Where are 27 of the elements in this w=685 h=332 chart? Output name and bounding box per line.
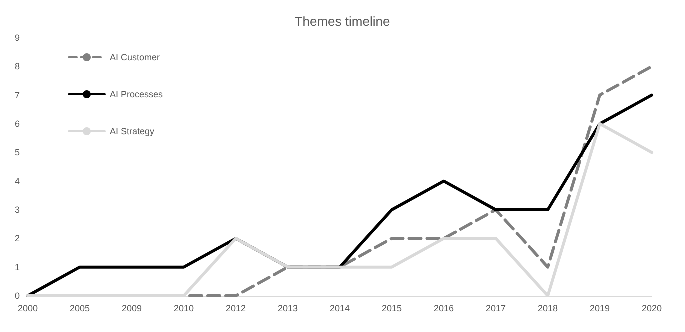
y-tick-label: 8: [14, 62, 20, 72]
chart-title: Themes timeline: [294, 14, 390, 29]
x-tick-label: 2019: [590, 304, 610, 314]
x-tick-label: 2009: [122, 304, 142, 314]
y-tick-label: 2: [14, 234, 20, 244]
y-tick-label: 3: [14, 205, 20, 215]
x-tick-label: 2013: [278, 304, 298, 314]
y-tick-label: 6: [14, 119, 20, 129]
x-tick-label: 2005: [70, 304, 90, 314]
x-tick-label: 2020: [642, 304, 662, 314]
y-tick-label: 0: [14, 291, 20, 301]
x-tick-label: 2018: [538, 304, 558, 314]
legend-label: AI Strategy: [110, 126, 156, 136]
x-tick-label: 2010: [174, 304, 194, 314]
y-tick-label: 4: [14, 176, 20, 186]
x-tick-label: 2012: [226, 304, 246, 314]
legend-label: AI Processes: [110, 90, 164, 100]
y-tick-label: 7: [14, 90, 20, 100]
y-tick-label: 9: [14, 33, 20, 43]
legend-label: AI Customer: [110, 52, 160, 62]
y-tick-label: 5: [14, 148, 20, 158]
x-tick-label: 2014: [330, 304, 350, 314]
x-tick-label: 2016: [434, 304, 454, 314]
y-tick-label: 1: [14, 262, 20, 272]
x-tick-label: 2017: [486, 304, 506, 314]
x-tick-label: 2000: [18, 304, 38, 314]
x-tick-label: 2015: [382, 304, 402, 314]
